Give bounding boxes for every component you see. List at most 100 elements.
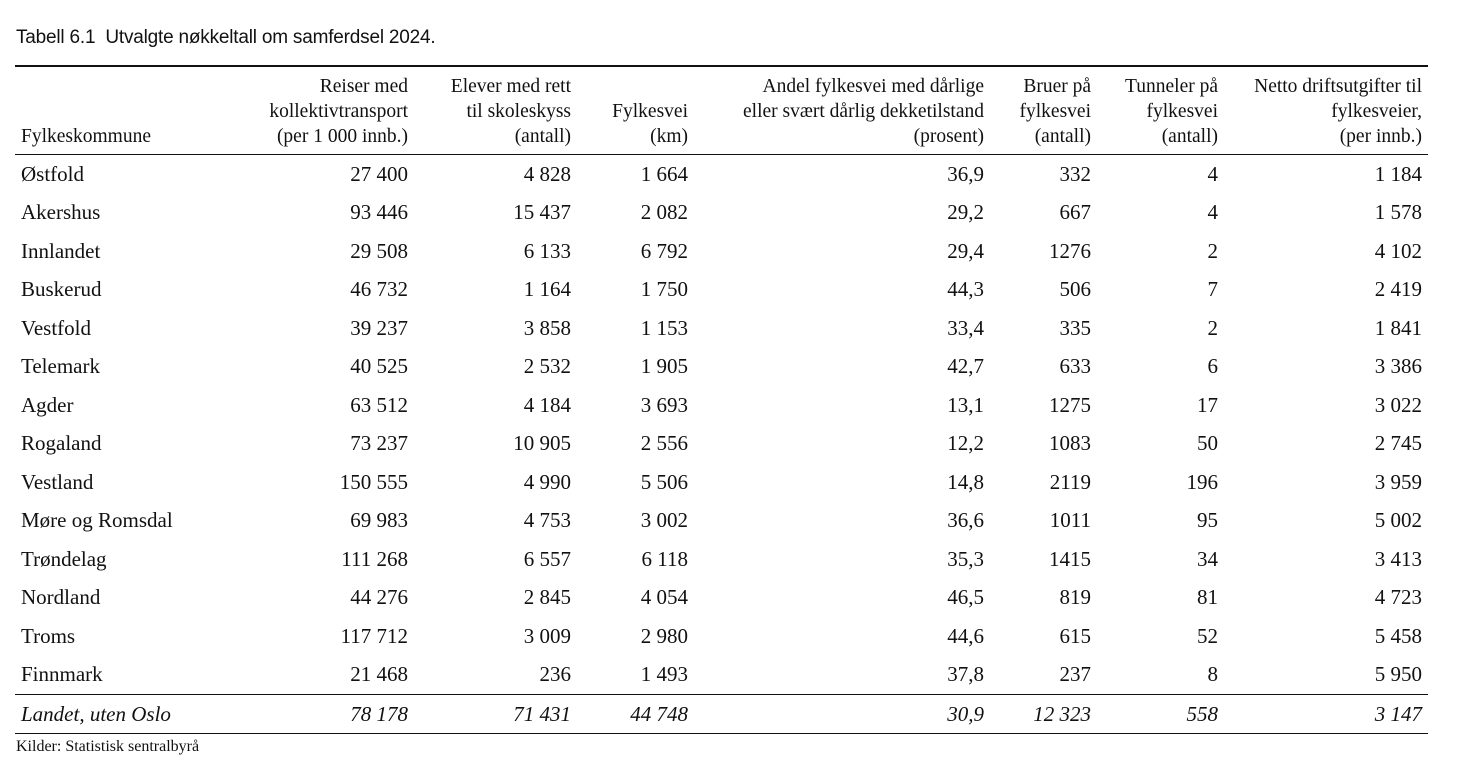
- table-row: Rogaland 73 237 10 905 2 556 12,2 1083 50 2 745: [15, 425, 1428, 464]
- value-cell: 1 184: [1374, 161, 1422, 186]
- value-cell: 5 506: [640, 469, 688, 494]
- column-header-text: Andel fylkesvei med dårlige eller svært d…: [743, 76, 984, 147]
- value-cell: 4: [1207, 161, 1219, 186]
- value-cell: 4 723: [1374, 585, 1422, 610]
- value-cell: 29 508: [350, 238, 408, 263]
- value-cell: 4: [1207, 200, 1219, 225]
- value-cell: 1011: [1049, 508, 1091, 533]
- table-row: Vestland 150 555 4 990 5 506 14,8 2119 196 3 95…: [15, 463, 1428, 502]
- value-cell: 81: [1197, 585, 1218, 610]
- total-row: Landet, uten Oslo 78 178 71 431 44 748 30,9 1…: [15, 694, 1428, 734]
- value-cell: 69 983: [350, 508, 408, 533]
- table-row: Trøndelag 111 268 6 557 6 118 35,3 1415 34 3 41…: [15, 540, 1428, 579]
- value-cell: 2 419: [1374, 277, 1422, 302]
- value-cell: 1 164: [523, 277, 571, 302]
- table-title: Utvalgte nøkkeltall om samferdsel 2024.: [105, 27, 436, 48]
- source-note: Kilder: Statistisk sentralbyrå: [16, 738, 200, 755]
- column-header: Reiser med kollektivtransport (per 1 000 i…: [235, 66, 414, 155]
- county-name-cell: Østfold: [21, 161, 84, 186]
- value-cell: 29,4: [947, 238, 984, 263]
- value-cell: 236: [539, 662, 572, 687]
- column-header: Fylkesvei (km): [577, 66, 694, 155]
- value-cell: 4 184: [523, 392, 571, 417]
- value-cell: 34: [1197, 546, 1218, 571]
- value-cell: 14,8: [947, 469, 984, 494]
- value-cell: 3 959: [1374, 469, 1422, 494]
- value-cell: 5 950: [1374, 662, 1422, 687]
- value-cell: 5 002: [1374, 508, 1422, 533]
- value-cell: 1 664: [640, 161, 688, 186]
- column-header: Andel fylkesvei med dårlige eller svært d…: [694, 66, 990, 155]
- county-name-cell: Akershus: [21, 200, 101, 225]
- table-row: Nordland 44 276 2 845 4 054 46,5 819 81 4 723: [15, 579, 1428, 618]
- value-cell: 4 102: [1374, 238, 1422, 263]
- value-cell: 633: [1059, 354, 1092, 379]
- value-cell: 3 022: [1374, 392, 1422, 417]
- value-cell: 667: [1059, 200, 1092, 225]
- value-cell: 27 400: [350, 161, 408, 186]
- value-cell: 2 980: [640, 623, 688, 648]
- column-header: Fylkeskommune: [21, 126, 151, 147]
- total-value-cell: 3 147: [1374, 701, 1422, 726]
- value-cell: 17: [1197, 392, 1218, 417]
- table-row: Buskerud 46 732 1 164 1 750 44,3 506 7 2 419: [15, 271, 1428, 310]
- value-cell: 150 555: [339, 469, 408, 494]
- value-cell: 21 468: [350, 662, 408, 687]
- value-cell: 95: [1197, 508, 1218, 533]
- county-name-cell: Troms: [21, 623, 76, 648]
- county-name-cell: Møre og Romsdal: [21, 508, 173, 533]
- value-cell: 37,8: [947, 662, 984, 687]
- value-cell: 2119: [1049, 469, 1091, 494]
- county-name-cell: Trøndelag: [21, 546, 107, 571]
- value-cell: 3 002: [640, 508, 688, 533]
- value-cell: 1 750: [640, 277, 688, 302]
- total-value-cell: 30,9: [947, 701, 984, 726]
- value-cell: 40 525: [350, 354, 408, 379]
- column-header-text: Reiser med kollektivtransport (per 1 000 i…: [269, 76, 408, 147]
- value-cell: 6 557: [523, 546, 571, 571]
- table-caption: Tabell 6.1 Utvalgte nøkkeltall om samferd…: [16, 27, 436, 49]
- county-name-cell: Vestfold: [21, 315, 91, 340]
- value-cell: 332: [1059, 161, 1092, 186]
- county-name-cell: Buskerud: [21, 277, 102, 302]
- table-row: Møre og Romsdal 69 983 4 753 3 002 36,6 1011 9…: [15, 502, 1428, 541]
- total-value-cell: 78 178: [350, 701, 408, 726]
- value-cell: 2 082: [640, 200, 688, 225]
- column-header-text: Elever med rett til skoleskyss (antall): [450, 76, 571, 147]
- value-cell: 6: [1207, 354, 1219, 379]
- value-cell: 2 745: [1374, 431, 1422, 456]
- value-cell: 39 237: [350, 315, 408, 340]
- column-header: Netto driftsutgifter til fylkesveier, (per…: [1224, 66, 1428, 155]
- value-cell: 506: [1059, 277, 1092, 302]
- value-cell: 1 578: [1374, 200, 1422, 225]
- value-cell: 15 437: [513, 200, 571, 225]
- value-cell: 50: [1197, 431, 1218, 456]
- value-cell: 13,1: [947, 392, 984, 417]
- value-cell: 1 905: [640, 354, 688, 379]
- value-cell: 819: [1059, 585, 1092, 610]
- table-row: Vestfold 39 237 3 858 1 153 33,4 335 2 1 841: [15, 309, 1428, 348]
- total-label-cell: Landet, uten Oslo: [21, 701, 171, 726]
- value-cell: 3 858: [523, 315, 571, 340]
- table-number: Tabell 6.1: [16, 27, 96, 48]
- table-row: Innlandet 29 508 6 133 6 792 29,4 1276 2 4 102: [15, 232, 1428, 271]
- value-cell: 4 753: [523, 508, 571, 533]
- value-cell: 3 413: [1374, 546, 1422, 571]
- county-name-cell: Agder: [21, 392, 74, 417]
- column-header: Bruer på fylkesvei (antall): [990, 66, 1097, 155]
- value-cell: 44,3: [947, 277, 984, 302]
- table-row: Troms 117 712 3 009 2 980 44,6 615 52 5 458: [15, 617, 1428, 656]
- value-cell: 52: [1197, 623, 1218, 648]
- data-table: Fylkeskommune Reiser med kollektivtranspo…: [15, 65, 1428, 734]
- value-cell: 4 990: [523, 469, 571, 494]
- value-cell: 3 693: [640, 392, 688, 417]
- value-cell: 1275: [1049, 392, 1091, 417]
- value-cell: 615: [1059, 623, 1092, 648]
- value-cell: 44,6: [947, 623, 984, 648]
- value-cell: 6 792: [640, 238, 688, 263]
- value-cell: 196: [1186, 469, 1219, 494]
- table-body: Østfold 27 400 4 828 1 664 36,9 332 4 1 184 Aker…: [15, 155, 1428, 734]
- table-row: Telemark 40 525 2 532 1 905 42,7 633 6 3 386: [15, 348, 1428, 387]
- value-cell: 46 732: [350, 277, 408, 302]
- county-name-cell: Vestland: [21, 469, 94, 494]
